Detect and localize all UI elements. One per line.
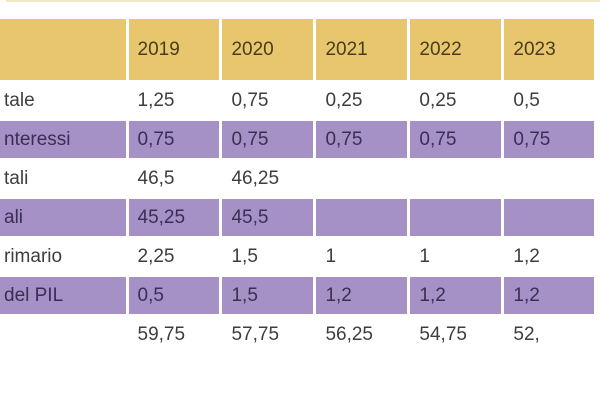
cell-value: 1,5 bbox=[222, 238, 314, 275]
cell-value: 45,25 bbox=[128, 199, 220, 236]
row-label: rimario bbox=[0, 238, 126, 275]
table-row: tale 1,25 0,75 0,25 0,25 0,5 bbox=[0, 82, 594, 119]
cell-value: 45,5 bbox=[222, 199, 314, 236]
cell-value: 1,2 bbox=[504, 238, 594, 275]
cell-value: 1,2 bbox=[316, 277, 408, 314]
cell-value: 0,75 bbox=[222, 121, 314, 158]
cell-value: 54,75 bbox=[410, 316, 502, 353]
cell-value: 1 bbox=[410, 238, 502, 275]
cell-value: 1,25 bbox=[128, 82, 220, 119]
cell-value: 0,75 bbox=[128, 121, 220, 158]
header-cell-2019: 2019 bbox=[128, 19, 220, 80]
cell-value: 0,75 bbox=[222, 82, 314, 119]
header-cell-2023: 2023 bbox=[504, 19, 594, 80]
row-label: ali bbox=[0, 199, 126, 236]
row-label bbox=[0, 316, 126, 353]
cell-value: 1 bbox=[316, 238, 408, 275]
cell-value: 1,2 bbox=[410, 277, 502, 314]
table-row: tali 46,5 46,25 bbox=[0, 160, 594, 197]
cell-value: 46,25 bbox=[222, 160, 314, 197]
header-cell-2020: 2020 bbox=[222, 19, 314, 80]
table-row: del PIL 0,5 1,5 1,2 1,2 1,2 bbox=[0, 277, 594, 314]
cell-value: 0,5 bbox=[504, 82, 594, 119]
table-row: rimario 2,25 1,5 1 1 1,2 bbox=[0, 238, 594, 275]
cell-value: 0,75 bbox=[410, 121, 502, 158]
cell-value: 0,75 bbox=[504, 121, 594, 158]
table-row: ali 45,25 45,5 bbox=[0, 199, 594, 236]
cell-value: 1,2 bbox=[504, 277, 594, 314]
cell-value bbox=[316, 199, 408, 236]
cell-value: 0,5 bbox=[128, 277, 220, 314]
table-totals-row: 59,75 57,75 56,25 54,75 52, bbox=[0, 316, 594, 353]
cell-value: 0,25 bbox=[410, 82, 502, 119]
row-label: tale bbox=[0, 82, 126, 119]
cell-value: 57,75 bbox=[222, 316, 314, 353]
row-label: del PIL bbox=[0, 277, 126, 314]
row-label: tali bbox=[0, 160, 126, 197]
header-cell-2022: 2022 bbox=[410, 19, 502, 80]
cell-value: 1,5 bbox=[222, 277, 314, 314]
fiscal-data-table: 2019 2020 2021 2022 2023 tale 1,25 0,75 … bbox=[0, 17, 597, 355]
cell-value: 0,75 bbox=[316, 121, 408, 158]
header-cell-label bbox=[0, 19, 126, 80]
header-cell-2021: 2021 bbox=[316, 19, 408, 80]
cell-value: 59,75 bbox=[128, 316, 220, 353]
cell-value bbox=[410, 199, 502, 236]
cell-value: 56,25 bbox=[316, 316, 408, 353]
table-header-row: 2019 2020 2021 2022 2023 bbox=[0, 19, 594, 80]
cell-value bbox=[410, 160, 502, 197]
table-row: nteressi 0,75 0,75 0,75 0,75 0,75 bbox=[0, 121, 594, 158]
cell-value bbox=[316, 160, 408, 197]
row-label: nteressi bbox=[0, 121, 126, 158]
cell-value: 52, bbox=[504, 316, 594, 353]
cropped-row-above-sliver bbox=[6, 0, 600, 2]
cell-value bbox=[504, 199, 594, 236]
cell-value: 2,25 bbox=[128, 238, 220, 275]
cell-value: 0,25 bbox=[316, 82, 408, 119]
cell-value bbox=[504, 160, 594, 197]
cell-value: 46,5 bbox=[128, 160, 220, 197]
